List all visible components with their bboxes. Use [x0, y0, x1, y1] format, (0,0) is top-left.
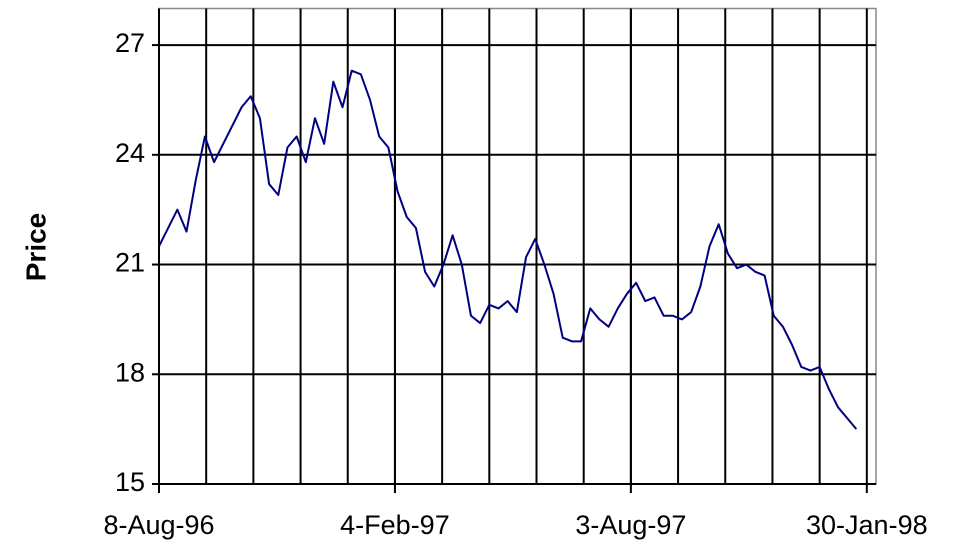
x-tick-label: 8-Aug-96 — [103, 510, 214, 540]
x-tick-label: 30-Jan-98 — [806, 510, 928, 540]
price-line — [158, 69, 858, 430]
y-tick-label: 18 — [115, 357, 145, 387]
y-tick-label: 27 — [115, 28, 145, 58]
plot-frame — [158, 7, 877, 485]
y-tick-label: 15 — [115, 467, 145, 497]
y-tick-label: 21 — [115, 248, 145, 278]
y-tick-label: 24 — [115, 138, 145, 168]
x-tick-label: 3-Aug-97 — [575, 510, 686, 540]
y-axis-label: Price — [20, 213, 51, 282]
x-tick-label: 4-Feb-97 — [340, 510, 450, 540]
